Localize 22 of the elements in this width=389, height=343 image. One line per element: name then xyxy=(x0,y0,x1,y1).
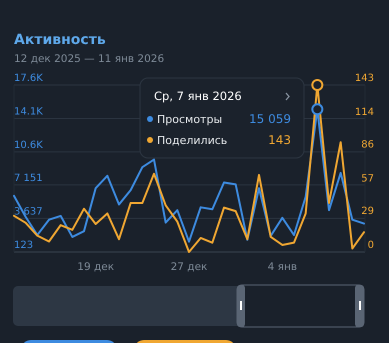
x-tick-label: 27 дек xyxy=(170,261,208,273)
annotation: 15 059 xyxy=(249,112,291,126)
chart-subtitle: 12 дек 2025 — 11 янв 2026 xyxy=(14,53,164,65)
x-tick-label: 19 дек xyxy=(77,261,114,273)
y-tick-label: 7 151 xyxy=(14,172,43,184)
y2-tick-label: 114 xyxy=(354,106,374,118)
y-tick-label: 17.6K xyxy=(14,73,44,84)
y-tick-label: 123 xyxy=(14,240,34,251)
y2-tick-label: 57 xyxy=(361,173,374,184)
annotation: 143 xyxy=(268,133,291,147)
y-tick-label: 3 637 xyxy=(14,206,43,218)
y-tick-label: 10.6K xyxy=(14,140,44,151)
y2-tick-label: 29 xyxy=(361,206,374,218)
legend-label: Просмотры xyxy=(157,113,222,126)
legend-label: Поделились xyxy=(157,134,228,147)
y2-tick-label: 143 xyxy=(354,73,374,84)
y2-tick-label: 0 xyxy=(368,240,374,251)
x-tick-label: 4 янв xyxy=(268,261,298,273)
annotation: Ср, 7 янв 2026 xyxy=(154,89,242,103)
y2-tick-label: 86 xyxy=(361,140,374,151)
chart-title: Активность xyxy=(14,32,106,48)
y-tick-label: 14.1K xyxy=(14,106,44,118)
